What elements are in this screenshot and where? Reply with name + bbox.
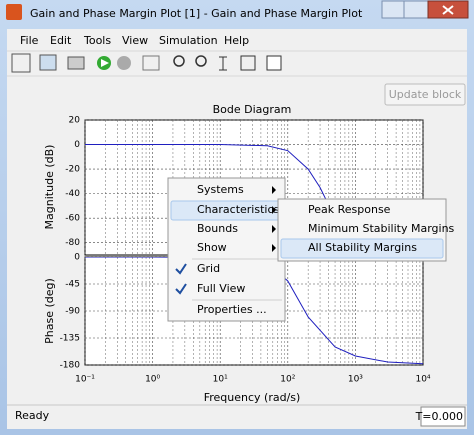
close-icon — [442, 5, 454, 15]
tool-button[interactable] — [142, 55, 160, 71]
menu-item[interactable]: File — [20, 34, 39, 47]
x-tick-label: 10⁰ — [145, 375, 160, 385]
window-title: Gain and Phase Margin Plot [1] - Gain an… — [30, 7, 363, 20]
status-time: T=0.000 — [415, 410, 463, 423]
y-tick-label: -20 — [65, 165, 80, 175]
y-tick-label: 20 — [69, 116, 81, 126]
chart-title: Bode Diagram — [213, 103, 292, 116]
menu-item[interactable]: View — [122, 34, 148, 47]
submenu-arrow — [272, 206, 276, 214]
y-tick-label: -45 — [65, 280, 80, 290]
update-block-button[interactable] — [384, 83, 466, 106]
menu-item[interactable]: Characteristics — [197, 203, 280, 216]
menu-item[interactable]: Systems — [197, 183, 244, 196]
y-tick-label: 0 — [74, 140, 80, 150]
menu-item[interactable]: Full View — [197, 282, 245, 295]
y-tick-label: -135 — [60, 334, 80, 344]
submenu-arrow — [272, 244, 276, 252]
tool-button[interactable] — [240, 55, 256, 71]
y-tick-label: -40 — [65, 189, 80, 199]
x-tick-label: 10⁻¹ — [75, 375, 95, 385]
tool-button[interactable] — [11, 53, 31, 73]
tool-button[interactable] — [39, 54, 57, 71]
tool-button[interactable] — [266, 55, 282, 71]
menu-item[interactable]: Help — [224, 34, 249, 47]
menu-item[interactable]: Tools — [83, 34, 111, 47]
menu-item[interactable]: Show — [197, 241, 227, 254]
status-text: Ready — [15, 409, 50, 422]
menu-item[interactable]: Peak Response — [308, 203, 391, 216]
y-axis-label: Magnitude (dB) — [43, 145, 56, 230]
y-tick-label: 0 — [74, 253, 80, 263]
play-icon — [101, 59, 109, 67]
app-icon — [6, 4, 22, 20]
submenu-arrow — [272, 186, 276, 194]
tool-button[interactable] — [173, 55, 185, 67]
y-tick-label: -60 — [65, 214, 80, 224]
minimize-button[interactable] — [381, 0, 405, 19]
y-axis-label: Phase (deg) — [43, 278, 56, 344]
toolbar — [11, 53, 282, 73]
menu-item[interactable]: Properties ... — [197, 303, 267, 316]
submenu-arrow — [272, 225, 276, 233]
menu-item[interactable]: Edit — [50, 34, 72, 47]
status-box — [420, 406, 466, 427]
y-tick-label: -90 — [65, 307, 80, 317]
check-mark — [175, 263, 187, 275]
menu-item[interactable]: Simulation — [159, 34, 218, 47]
y-tick-label: -80 — [65, 238, 80, 248]
x-tick-label: 10¹ — [213, 375, 228, 385]
x-axis-label: Frequency (rad/s) — [204, 391, 301, 404]
menu-item[interactable]: All Stability Margins — [308, 241, 417, 254]
button-label: Update block — [389, 88, 462, 101]
tool-button[interactable] — [117, 56, 131, 70]
x-tick-label: 10² — [280, 375, 295, 385]
tool-button[interactable] — [219, 56, 227, 71]
tool-button[interactable] — [67, 56, 85, 70]
menu-item[interactable]: Bounds — [197, 222, 238, 235]
y-tick-label: -180 — [60, 361, 81, 371]
menu-item[interactable]: Grid — [197, 262, 220, 275]
x-tick-label: 10³ — [348, 375, 363, 385]
menu-item[interactable]: Minimum Stability Margins — [308, 222, 455, 235]
tool-button[interactable] — [195, 55, 207, 67]
menu-highlight — [280, 238, 444, 259]
maximize-button[interactable] — [403, 0, 429, 19]
x-tick-label: 10⁴ — [415, 375, 430, 385]
menu-bar: File Edit Tools View Simulation Help — [20, 34, 249, 47]
check-mark — [175, 283, 187, 295]
